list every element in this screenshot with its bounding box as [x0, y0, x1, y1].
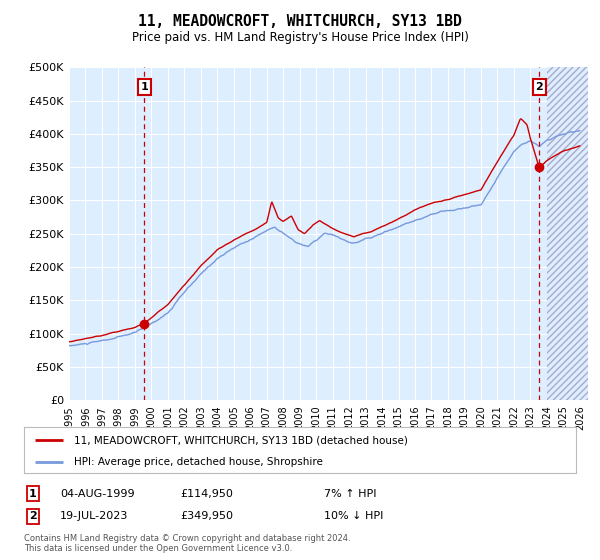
Text: 04-AUG-1999: 04-AUG-1999 [60, 489, 134, 499]
Text: 2: 2 [29, 511, 37, 521]
Text: 7% ↑ HPI: 7% ↑ HPI [324, 489, 377, 499]
Text: 11, MEADOWCROFT, WHITCHURCH, SY13 1BD (detached house): 11, MEADOWCROFT, WHITCHURCH, SY13 1BD (d… [74, 435, 407, 445]
Text: 1: 1 [140, 82, 148, 92]
Text: £349,950: £349,950 [180, 511, 233, 521]
Text: Price paid vs. HM Land Registry's House Price Index (HPI): Price paid vs. HM Land Registry's House … [131, 31, 469, 44]
Text: Contains HM Land Registry data © Crown copyright and database right 2024.
This d: Contains HM Land Registry data © Crown c… [24, 534, 350, 553]
Text: 10% ↓ HPI: 10% ↓ HPI [324, 511, 383, 521]
Text: HPI: Average price, detached house, Shropshire: HPI: Average price, detached house, Shro… [74, 457, 323, 466]
Bar [547, 67, 588, 400]
Text: 19-JUL-2023: 19-JUL-2023 [60, 511, 128, 521]
Text: 1: 1 [29, 489, 37, 499]
Text: 2: 2 [535, 82, 543, 92]
Text: 11, MEADOWCROFT, WHITCHURCH, SY13 1BD: 11, MEADOWCROFT, WHITCHURCH, SY13 1BD [138, 14, 462, 29]
Text: £114,950: £114,950 [180, 489, 233, 499]
